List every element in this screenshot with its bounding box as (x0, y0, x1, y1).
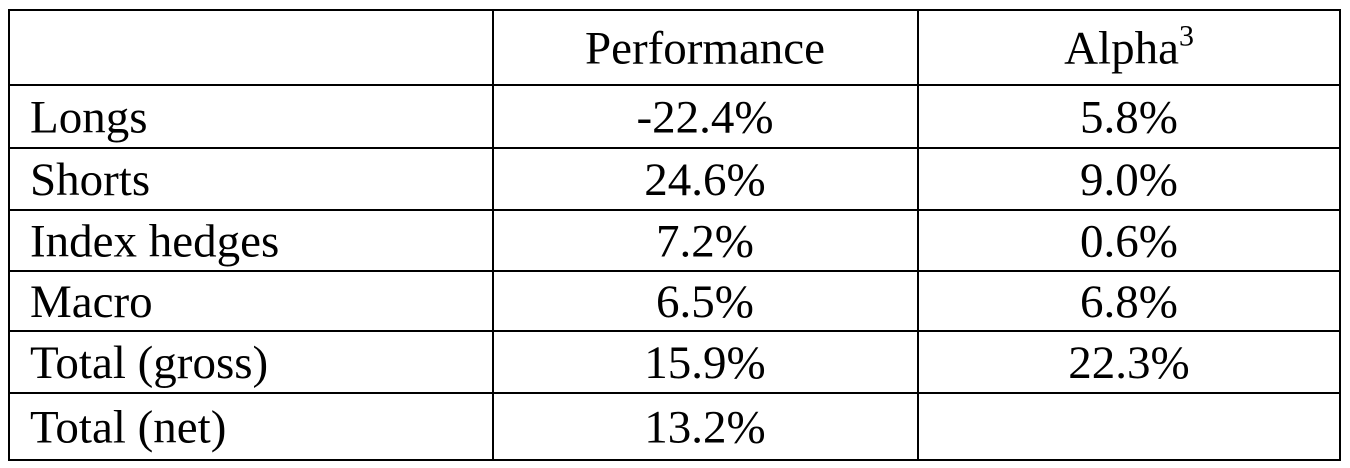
header-text: Alpha (1064, 23, 1179, 75)
column-header: Alpha3 (1064, 20, 1194, 75)
cell-value: 22.3% (1068, 337, 1189, 389)
cell-value: 9.0% (1080, 154, 1178, 206)
header-superscript: 3 (1179, 20, 1194, 53)
cell-value: 24.6% (644, 154, 765, 206)
cell-value: 0.6% (1080, 216, 1178, 268)
cell-value: 7.2% (656, 216, 754, 268)
table-border (8, 9, 1341, 461)
row-label: Index hedges (30, 216, 279, 268)
row-label: Total (gross) (30, 337, 268, 389)
cell-value: 6.5% (656, 276, 754, 328)
row-label: Total (net) (30, 402, 226, 454)
cell-value: 5.8% (1080, 92, 1178, 144)
column-header: Performance (585, 23, 825, 75)
row-label: Shorts (30, 154, 150, 206)
cell-value: 6.8% (1080, 276, 1178, 328)
cell-value: 15.9% (644, 337, 765, 389)
row-label: Longs (30, 92, 148, 144)
cell-value: -22.4% (636, 92, 773, 144)
cell-value: 13.2% (644, 402, 765, 454)
row-label: Macro (30, 276, 153, 328)
